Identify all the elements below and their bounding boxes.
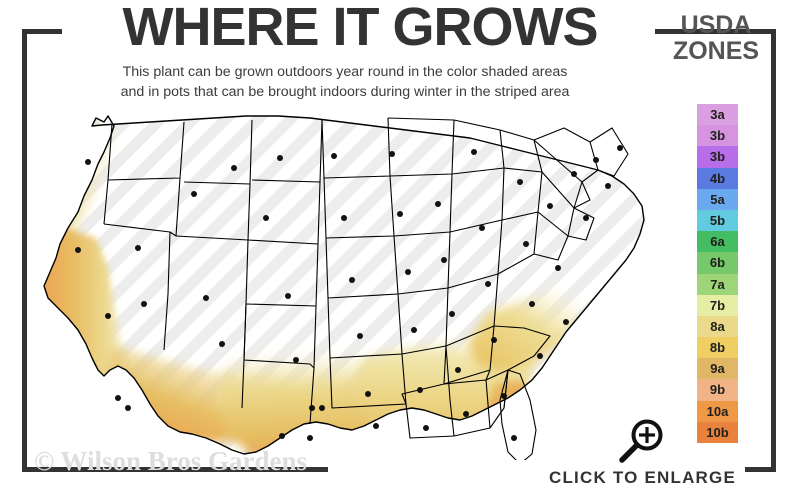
watermark: © Wilson Bros Gardens [34, 446, 307, 476]
page-subtitle: This plant can be grown outdoors year ro… [40, 62, 650, 102]
legend-swatch-9a: 9a [697, 358, 738, 380]
legend-title-line-1: USDA [680, 11, 752, 39]
legend-swatch-8a: 8a [697, 315, 738, 338]
subtitle-line-1: This plant can be grown outdoors year ro… [122, 64, 568, 80]
subtitle-line-2: and in pots that can be brought indoors … [120, 84, 570, 100]
legend-swatch-7a: 7a [697, 273, 738, 295]
frame-border-top-left [22, 29, 62, 34]
legend-title-line-2: ZONES [672, 37, 760, 65]
legend-swatch-7b: 7b [697, 294, 738, 316]
map-svg [43, 115, 645, 460]
state-boundaries [43, 115, 645, 460]
legend-swatch-5b: 5b [697, 209, 738, 232]
click-to-enlarge-label[interactable]: CLICK TO ENLARGE [549, 468, 737, 487]
frame-border-bottom-left [22, 467, 328, 472]
legend-swatch-10a: 10a [697, 400, 738, 422]
legend-swatch-6b: 6b [697, 252, 738, 274]
frame-border-left [22, 29, 27, 472]
frame-border-top-right [655, 29, 776, 34]
legend-swatch-6a: 6a [697, 231, 738, 253]
legend-swatch-8b: 8b [697, 337, 738, 359]
frame-border-right [771, 29, 776, 472]
usda-zone-map[interactable] [34, 108, 659, 460]
legend-title: USDA ZONES [660, 12, 772, 64]
legend-swatch-10b: 10b [697, 421, 738, 443]
usda-zone-legend: 3a 3b 3b 4b 5a 5b 6a 6b 7a 7b 8a 8b 9a 9b 10a 10b [697, 104, 738, 443]
frame-border-bottom-right [745, 467, 776, 472]
page-title: WHERE IT GROWS [122, 0, 599, 57]
magnifier-plus-icon[interactable] [615, 418, 667, 464]
legend-swatch-3b: 3b [697, 146, 738, 168]
legend-swatch-5a: 5a [697, 188, 738, 210]
legend-swatch-3a: 3a [697, 104, 738, 126]
legend-swatch-9b: 9b [697, 379, 738, 401]
legend-swatch-3b: 3b [697, 125, 738, 147]
city-dots [75, 145, 623, 441]
legend-swatch-4b: 4b [697, 167, 738, 189]
